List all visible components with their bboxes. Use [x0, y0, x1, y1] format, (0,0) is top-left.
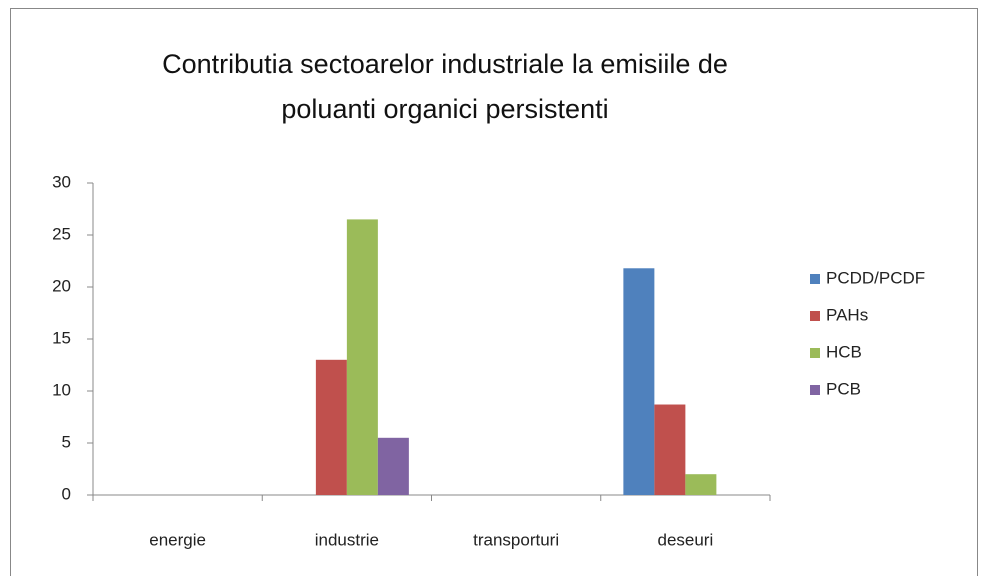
- y-tick-label: 20: [52, 276, 71, 295]
- bar: [685, 474, 717, 495]
- legend-swatch: [810, 348, 820, 358]
- x-tick-label: energie: [149, 530, 206, 549]
- y-tick-label: 25: [52, 224, 71, 243]
- legend-swatch: [810, 274, 820, 284]
- bar: [346, 219, 378, 495]
- y-tick-label: 30: [52, 172, 71, 191]
- legend-label: PCB: [826, 379, 861, 398]
- bar: [377, 437, 409, 495]
- y-tick-label: 15: [52, 328, 71, 347]
- x-tick-label: industrie: [315, 530, 379, 549]
- y-tick-label: 5: [62, 432, 71, 451]
- legend-label: PCDD/PCDF: [826, 268, 925, 287]
- legend-swatch: [810, 385, 820, 395]
- bar: [315, 359, 347, 495]
- legend-label: PAHs: [826, 305, 868, 324]
- chart-title: Contributia sectoarelor industriale la e…: [162, 49, 728, 124]
- chart-border: [10, 8, 978, 576]
- y-tick-label: 0: [62, 484, 71, 503]
- y-tick-label: 10: [52, 380, 71, 399]
- legend-label: HCB: [826, 342, 862, 361]
- bar: [654, 404, 686, 495]
- bar: [623, 268, 655, 495]
- x-tick-label: deseuri: [657, 530, 713, 549]
- legend-swatch: [810, 311, 820, 321]
- x-tick-label: transporturi: [473, 530, 559, 549]
